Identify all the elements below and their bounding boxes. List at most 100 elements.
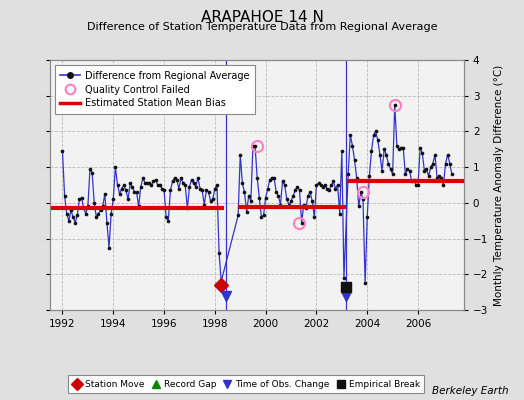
Point [78, 194, 86, 201]
Point [160, 187, 168, 194]
Point [209, 196, 217, 202]
Point [96, 207, 105, 213]
Point [170, 175, 179, 181]
Point [420, 168, 429, 174]
Point [304, 192, 312, 199]
Point [84, 203, 92, 210]
Point [119, 182, 128, 188]
Point [241, 189, 249, 195]
Point [236, 152, 244, 158]
Point [348, 142, 357, 149]
Point [245, 192, 253, 199]
Point [67, 207, 75, 213]
Point [289, 192, 297, 199]
Point [124, 196, 132, 202]
Point [306, 189, 314, 195]
Point [133, 189, 141, 195]
Point [278, 178, 287, 185]
Point [427, 164, 435, 170]
Point [217, 278, 225, 285]
Point [139, 175, 147, 181]
Point [418, 150, 427, 156]
Point [105, 244, 113, 251]
Point [355, 203, 363, 210]
Point [234, 212, 242, 218]
Point [429, 160, 437, 167]
Point [285, 202, 293, 208]
Point [58, 148, 67, 154]
Point [276, 202, 285, 208]
Point [73, 212, 81, 218]
Point [185, 184, 194, 190]
Point [264, 185, 272, 192]
Point [257, 214, 266, 220]
Point [359, 196, 367, 202]
Point [412, 182, 420, 188]
Point [376, 152, 384, 158]
Point [215, 250, 223, 256]
Point [433, 175, 441, 181]
Point [211, 185, 219, 192]
Point [296, 187, 304, 194]
Point [335, 210, 344, 217]
Point [156, 182, 164, 188]
Point [130, 189, 139, 195]
Point [109, 196, 117, 202]
Point [174, 185, 183, 192]
Point [333, 182, 342, 188]
Point [253, 175, 261, 181]
Point [397, 144, 405, 151]
Point [353, 175, 361, 181]
Point [204, 189, 213, 195]
Point [293, 184, 302, 190]
Point [60, 192, 69, 199]
Point [321, 182, 329, 188]
Point [340, 275, 348, 281]
Point [147, 182, 156, 188]
Point [361, 280, 369, 286]
Point [365, 173, 374, 179]
Point [200, 202, 209, 208]
Point [388, 171, 397, 178]
Point [344, 171, 352, 178]
Point [75, 196, 84, 202]
Point [143, 180, 151, 186]
Point [117, 185, 126, 192]
Point [329, 178, 337, 185]
Point [443, 152, 452, 158]
Point [414, 182, 422, 188]
Point [122, 187, 130, 194]
Point [390, 102, 399, 108]
Point [331, 185, 340, 192]
Point [243, 208, 251, 215]
Point [154, 182, 162, 188]
Point [92, 214, 101, 220]
Point [266, 176, 274, 183]
Point [437, 175, 445, 181]
Point [316, 182, 325, 188]
Point [247, 198, 255, 204]
Point [194, 175, 202, 181]
Point [255, 194, 264, 201]
Legend: Station Move, Record Gap, Time of Obs. Change, Empirical Break: Station Move, Record Gap, Time of Obs. C… [68, 376, 424, 394]
Point [149, 178, 158, 185]
Point [372, 128, 380, 135]
Point [363, 214, 372, 220]
Text: ARAPAHOE 14 N: ARAPAHOE 14 N [201, 10, 323, 25]
Point [141, 180, 149, 186]
Point [145, 180, 154, 186]
Point [445, 160, 454, 167]
Point [259, 212, 268, 218]
Point [71, 219, 79, 226]
Point [179, 180, 187, 186]
Point [166, 187, 174, 194]
Point [302, 205, 310, 212]
Point [115, 191, 124, 197]
Point [325, 187, 333, 194]
Point [128, 184, 137, 190]
Point [439, 182, 447, 188]
Point [206, 198, 215, 204]
Text: Difference of Station Temperature Data from Regional Average: Difference of Station Temperature Data f… [87, 22, 437, 32]
Point [251, 142, 259, 149]
Point [183, 205, 192, 212]
